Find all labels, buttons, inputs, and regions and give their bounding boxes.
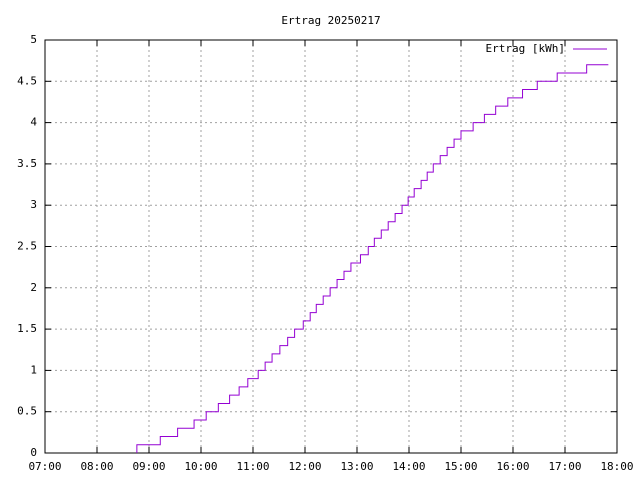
chart-title: Ertrag 20250217 xyxy=(281,14,380,27)
y-tick-label: 4 xyxy=(30,116,37,129)
y-tick-label: 4.5 xyxy=(17,74,37,87)
x-tick-label: 07:00 xyxy=(28,460,61,473)
plot-border xyxy=(44,39,618,454)
x-tick-label: 12:00 xyxy=(288,460,321,473)
y-tick-label: 3 xyxy=(30,198,37,211)
y-tick-label: 2.5 xyxy=(17,240,37,253)
y-tick-label: 1 xyxy=(30,363,37,376)
x-tick-label: 18:00 xyxy=(600,460,633,473)
x-tick-label: 09:00 xyxy=(132,460,165,473)
y-tick-label: 2 xyxy=(30,281,37,294)
y-tick-label: 3.5 xyxy=(17,157,37,170)
y-tick-label: 0 xyxy=(30,446,37,459)
x-tick-label: 13:00 xyxy=(340,460,373,473)
y-tick-label: 0.5 xyxy=(17,405,37,418)
x-tick-label: 17:00 xyxy=(548,460,581,473)
x-tick-label: 11:00 xyxy=(236,460,269,473)
y-tick-label: 1.5 xyxy=(17,322,37,335)
x-tick-label: 08:00 xyxy=(80,460,113,473)
x-tick-label: 10:00 xyxy=(184,460,217,473)
y-tick-label: 5 xyxy=(30,33,37,46)
x-tick-label: 16:00 xyxy=(496,460,529,473)
x-tick-label: 15:00 xyxy=(444,460,477,473)
data-line xyxy=(136,64,609,453)
legend-label: Ertrag [kWh] xyxy=(486,42,565,55)
x-tick-label: 14:00 xyxy=(392,460,425,473)
